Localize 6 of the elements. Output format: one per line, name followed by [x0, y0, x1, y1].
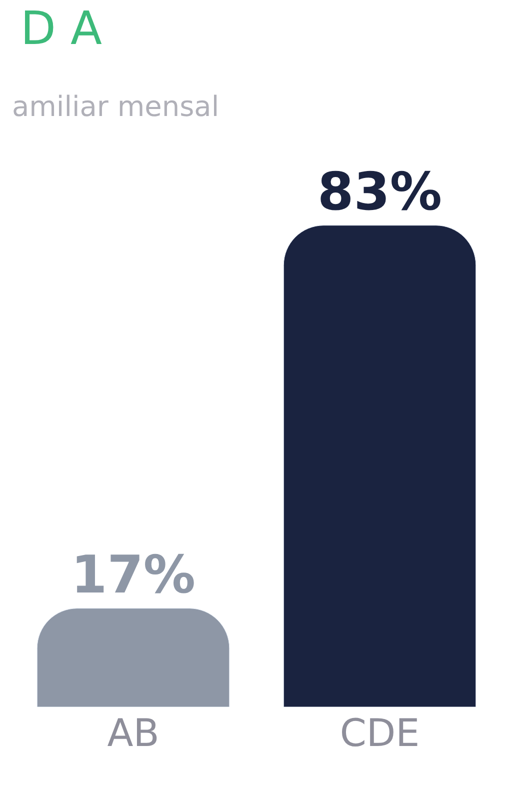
data-label: 17%: [71, 545, 196, 606]
x-tick-label: CDE: [340, 711, 420, 755]
chart-subtitle: amiliar mensal: [12, 90, 220, 123]
chart-title: D A: [20, 1, 103, 56]
x-tick-label: AB: [107, 711, 160, 755]
data-label: 83%: [318, 162, 442, 222]
